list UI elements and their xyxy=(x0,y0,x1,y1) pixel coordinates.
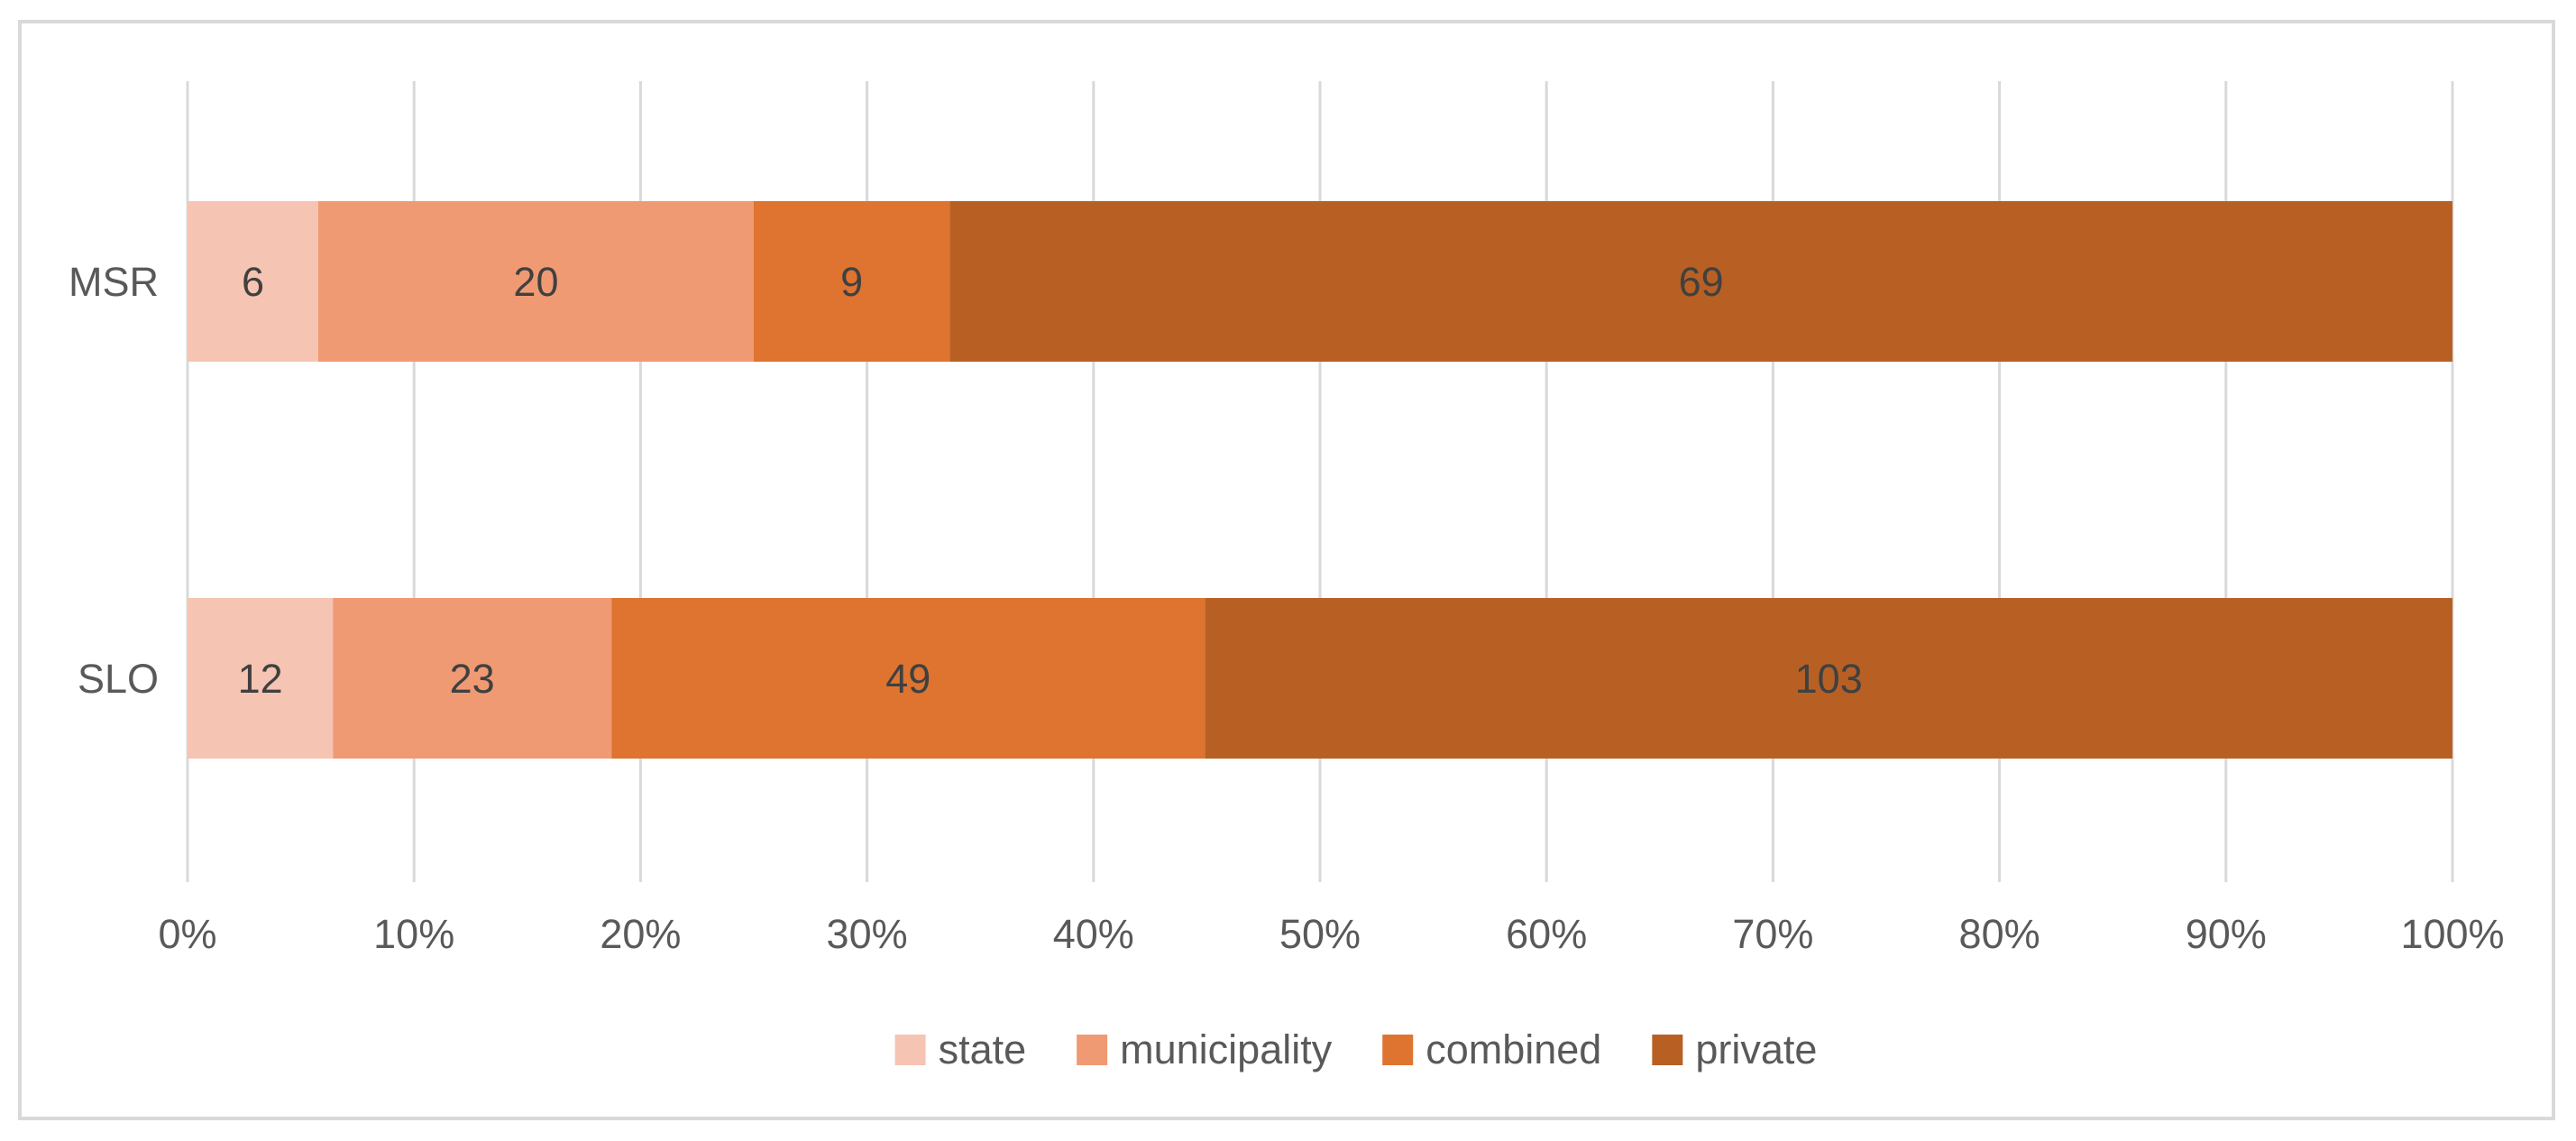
bar-segment-combined xyxy=(611,598,1205,759)
x-tick-label: 70% xyxy=(1732,911,1813,957)
legend-label-municipality: municipality xyxy=(1120,1026,1333,1072)
bars xyxy=(188,201,2452,759)
data-label: 12 xyxy=(238,656,283,702)
data-label: 69 xyxy=(1679,259,1724,305)
legend-swatch-private xyxy=(1652,1035,1683,1065)
x-tick-label: 50% xyxy=(1279,911,1361,957)
legend-label-private: private xyxy=(1695,1026,1817,1072)
legend-label-combined: combined xyxy=(1426,1026,1601,1072)
bar-segment-municipality xyxy=(333,598,612,759)
data-label: 9 xyxy=(840,259,863,305)
legend-label-state: state xyxy=(939,1026,1027,1072)
axes: 0% 10% 20% 30% 40% 50% 60% 70% 80% 90% 100% MSR SLO xyxy=(69,259,2505,957)
x-tick-label: 30% xyxy=(827,911,908,957)
bar-segment-state xyxy=(188,598,334,759)
data-label: 23 xyxy=(450,656,495,702)
data-labels: 6 20 9 69 12 23 49 103 xyxy=(238,259,1863,702)
bar-segment-state xyxy=(188,201,318,362)
legend-swatch-municipality xyxy=(1077,1035,1108,1065)
legend-swatch-state xyxy=(894,1035,926,1065)
x-tick-label: 0% xyxy=(158,911,216,957)
data-label: 6 xyxy=(242,259,264,305)
legend-swatch-combined xyxy=(1382,1035,1414,1065)
x-tick-label: 90% xyxy=(2186,911,2267,957)
bar-segment-municipality xyxy=(317,201,754,362)
x-tick-label: 40% xyxy=(1053,911,1134,957)
data-label: 103 xyxy=(1795,656,1863,702)
x-tick-label: 20% xyxy=(600,911,681,957)
x-tick-label: 60% xyxy=(1506,911,1587,957)
data-label: 20 xyxy=(513,259,558,305)
x-tick-label: 10% xyxy=(373,911,454,957)
bar-segment-private xyxy=(1205,598,2452,759)
category-label: SLO xyxy=(78,656,159,702)
data-label: 49 xyxy=(885,656,930,702)
bar-segment-private xyxy=(949,201,2452,362)
x-tick-label: 100% xyxy=(2400,911,2504,957)
x-tick-label: 80% xyxy=(1959,911,2040,957)
legend: state municipality combined private xyxy=(894,1026,1817,1072)
category-label: MSR xyxy=(69,259,159,305)
chart-frame: 6 20 9 69 12 23 49 103 0% 10% 20% 30% 40% 50% 60% 70% 8… xyxy=(18,20,2555,1120)
bar-segment-combined xyxy=(754,201,950,362)
stacked-bar-chart: 6 20 9 69 12 23 49 103 0% 10% 20% 30% 40% 50% 60% 70% 8… xyxy=(69,81,2505,1072)
